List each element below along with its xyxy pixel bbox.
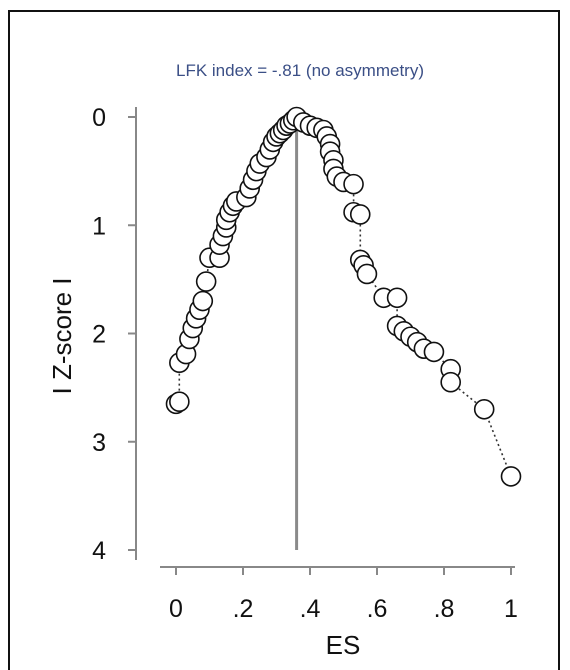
data-point (423, 341, 445, 363)
data-point (349, 204, 371, 225)
y-tick-label: 2 (92, 321, 106, 349)
x-tick-label: .4 (300, 595, 321, 623)
data-point (195, 271, 217, 292)
y-tick-label: 0 (92, 104, 106, 132)
x-tick-label: .6 (367, 595, 388, 623)
x-tick-label: 0 (169, 595, 183, 623)
data-point (356, 263, 378, 285)
y-tick-label: 3 (92, 429, 106, 457)
chart-title: LFK index = -.81 (no asymmetry) (176, 61, 424, 80)
data-point (169, 391, 190, 412)
data-point (386, 287, 408, 309)
y-tick-label: 1 (92, 212, 106, 240)
data-point (192, 290, 214, 312)
y-axis-label: I Z-score I (47, 277, 77, 394)
x-axis-label: ES (326, 630, 361, 660)
data-points (165, 106, 522, 487)
x-tick-label: .2 (233, 595, 254, 623)
chart-frame (8, 10, 560, 670)
data-point (343, 173, 364, 195)
x-tick-label: 1 (504, 595, 518, 623)
data-point (473, 398, 495, 420)
x-tick-label: .8 (434, 595, 455, 623)
data-point (440, 371, 462, 393)
axes: 0 1 2 3 4 0 .2 .4 .6 .8 1 (92, 104, 518, 623)
y-tick-label: 4 (92, 537, 106, 565)
data-point (500, 466, 522, 487)
